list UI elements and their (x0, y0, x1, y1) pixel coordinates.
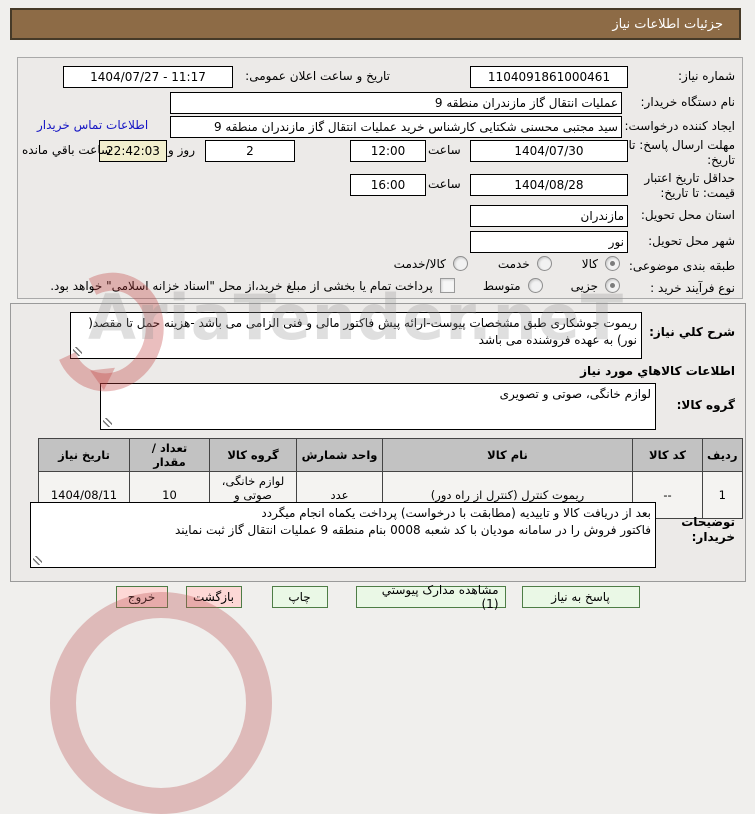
page-title: جزئیات اطلاعات نیاز (612, 16, 723, 32)
category-label: طبقه بندی موضوعی: (628, 259, 735, 273)
process-label: نوع فرآیند خرید : (650, 281, 735, 295)
description-label: شرح كلي نياز: (649, 325, 735, 339)
page-title-bar: جزئیات اطلاعات نیاز (10, 8, 741, 40)
resize-handle-icon[interactable] (73, 347, 82, 356)
validity-label: حداقل تاریخ اعتبار قیمت: تا تاریخ: (644, 171, 735, 200)
col-row-number: ردیف (702, 438, 743, 472)
category-option-kala[interactable]: کالا (582, 256, 620, 271)
need-number-field[interactable]: 1104091861000461 (470, 66, 628, 88)
deadline-hour-label: ساعت (428, 143, 461, 157)
buyer-org-label: نام دستگاه خریدار: (640, 95, 736, 109)
city-field[interactable]: نور (470, 231, 628, 253)
option-label: متوسط (482, 278, 521, 293)
watermark-arc-icon (50, 592, 272, 814)
buyer-notes-line1: بعد از دریافت کالا و تاییدیه (مطابقت با … (261, 506, 651, 520)
radio-icon[interactable] (527, 278, 543, 293)
col-need-date: تاریخ نیاز (38, 438, 130, 472)
remaining-hours-label: ساعت باقي مانده (22, 143, 112, 157)
col-group: گروه کالا (209, 438, 297, 472)
back-button[interactable]: بازگشت (185, 586, 242, 608)
creator-field[interactable]: سید مجتبی محسنی شکتایی کارشناس خرید عملی… (170, 116, 622, 138)
description-textarea[interactable]: ریموت جوشکاری طبق مشخصات پیوست-ارائه پیش… (70, 312, 642, 359)
option-label: کالا/خدمت (393, 256, 446, 271)
days-and-label: روز و (168, 143, 195, 157)
buyer-notes-textarea[interactable]: بعد از دریافت کالا و تاییدیه (مطابقت با … (30, 502, 656, 568)
city-label: شهر محل تحویل: (648, 234, 735, 248)
group-text: لوازم خانگی، صوتی و تصویری (499, 387, 651, 401)
group-label: گروه کالا: (676, 398, 735, 412)
process-options: جزیی متوسط پرداخت تمام یا بخشی از مبلغ خ… (50, 278, 620, 293)
radio-icon[interactable] (536, 256, 552, 271)
validity-hour-label: ساعت (428, 177, 461, 191)
radio-icon[interactable] (605, 256, 620, 271)
buyer-notes-line2: فاکتور فروش را در سامانه مودیان با کد شع… (174, 523, 651, 537)
buyer-notes-label: توضیحات خریدار: (681, 515, 735, 544)
respond-to-need-button[interactable]: پاسخ به نیاز (521, 586, 640, 608)
option-label: جزیی (570, 278, 598, 293)
process-option-jozii[interactable]: جزیی (571, 278, 620, 293)
deadline-date-field[interactable]: 1404/07/30 (470, 140, 628, 162)
validity-time-field[interactable]: 16:00 (350, 174, 426, 196)
remaining-days-field[interactable]: 2 (205, 140, 295, 162)
radio-icon[interactable] (452, 256, 468, 271)
validity-date-field[interactable]: 1404/08/28 (470, 174, 628, 196)
col-unit: واحد شمارش (296, 438, 383, 472)
option-label: خدمت (497, 256, 530, 271)
cell-row-number: 1 (702, 471, 743, 519)
items-section-title: اطلاعات كالاهاي مورد نياز (580, 364, 735, 378)
exit-button[interactable]: خروج (115, 586, 168, 608)
process-option-motevaset[interactable]: متوسط (483, 278, 543, 293)
treasury-checkbox-label: پرداخت تمام یا بخشی از مبلغ خرید،از محل … (50, 278, 433, 293)
radio-icon[interactable] (605, 278, 620, 293)
category-option-khedmat[interactable]: خدمت (498, 256, 552, 271)
treasury-checkbox-option[interactable]: پرداخت تمام یا بخشی از مبلغ خرید،از محل … (50, 278, 455, 293)
buyer-org-field[interactable]: عملیات انتقال گاز مازندران منطقه 9 (170, 92, 622, 114)
description-text: ریموت جوشکاری طبق مشخصات پیوست-ارائه پیش… (88, 316, 637, 347)
category-option-kala-khedmat[interactable]: کالا/خدمت (394, 256, 468, 271)
deadline-time-field[interactable]: 12:00 (350, 140, 426, 162)
announce-label: تاریخ و ساعت اعلان عمومی: (245, 69, 390, 83)
checkbox-icon[interactable] (439, 278, 455, 293)
buyer-contact-link[interactable]: اطلاعات تماس خریدار (37, 118, 149, 132)
option-label: کالا (581, 256, 598, 271)
province-label: استان محل تحویل: (640, 208, 735, 222)
action-button-bar: پاسخ به نیاز مشاهده مدارک پیوستي (1) چاپ… (0, 583, 755, 611)
col-quantity: تعداد / مقدار (129, 438, 210, 472)
resize-handle-icon[interactable] (103, 418, 112, 427)
table-header-row: ردیف کد کالا نام کالا واحد شمارش گروه کا… (38, 438, 743, 472)
print-button[interactable]: چاپ (271, 586, 328, 608)
announce-field[interactable]: 1404/07/27 - 11:17 (63, 66, 233, 88)
creator-label: ایجاد کننده درخواست: (624, 119, 735, 133)
countdown-field: 22:42:03 (99, 140, 167, 162)
view-attachments-button[interactable]: مشاهده مدارک پیوستي (1) (355, 583, 506, 611)
deadline-label: مهلت ارسال پاسخ: تا تاریخ: (628, 138, 735, 167)
province-field[interactable]: مازندران (470, 205, 628, 227)
col-item-code: کد کالا (632, 438, 703, 472)
category-options: کالا خدمت کالا/خدمت (355, 256, 620, 271)
col-item-name: نام کالا (382, 438, 633, 472)
need-number-label: شماره نیاز: (678, 69, 735, 83)
resize-handle-icon[interactable] (33, 556, 42, 565)
group-textarea[interactable]: لوازم خانگی، صوتی و تصویری (100, 383, 656, 430)
